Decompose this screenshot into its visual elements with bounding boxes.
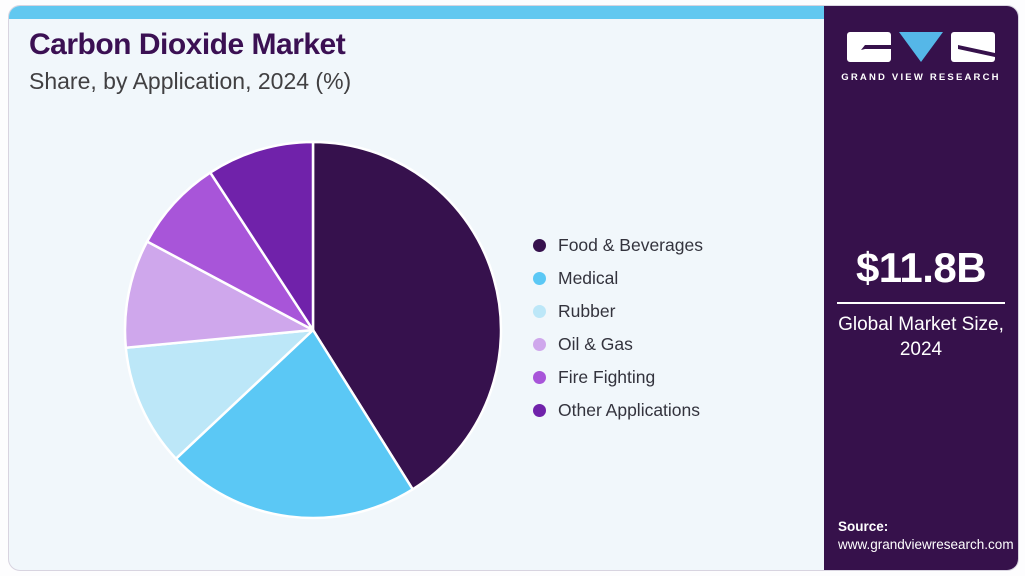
source-block: Source: www.grandviewresearch.com [838, 518, 1014, 554]
pie-slice-5 [209, 140, 315, 332]
pie-slice-3 [123, 240, 315, 349]
legend-swatch-icon [533, 238, 546, 252]
market-size-label: Global Market Size, 2024 [838, 314, 1004, 360]
legend-item: Oil & Gas [533, 334, 703, 354]
legend-swatch-icon [533, 304, 546, 318]
legend-label: Medical [558, 267, 619, 288]
legend-item: Other Applications [533, 400, 703, 420]
legend-label: Other Applications [558, 399, 701, 420]
legend-swatch-icon [533, 403, 546, 417]
brand-name: GRAND VIEW RESEARCH [841, 72, 1001, 83]
pie-slice-1 [174, 328, 414, 520]
brand-block: GRAND VIEW RESEARCH [824, 30, 1018, 83]
page-subtitle: Share, by Application, 2024 (%) [29, 68, 352, 94]
legend-label: Rubber [558, 300, 616, 321]
legend-item: Fire Fighting [533, 367, 703, 387]
legend-label: Fire Fighting [558, 366, 656, 387]
gvr-logo-icon [847, 32, 995, 62]
chart-legend: Food & Beverages Medical Rubber Oil & Gas Fi… [533, 235, 703, 420]
legend-item: Food & Beverages [533, 235, 703, 255]
page-title: Carbon Dioxide Market [29, 28, 346, 61]
legend-label: Food & Beverages [558, 234, 703, 255]
source-url: www.grandviewresearch.com [838, 536, 1014, 552]
legend-swatch-icon [533, 337, 546, 351]
top-accent-bar [9, 6, 824, 19]
report-card: Carbon Dioxide Market Share, by Applicat… [8, 5, 1019, 571]
title-block: Carbon Dioxide Market Share, by Applicat… [29, 28, 351, 95]
sidebar: GRAND VIEW RESEARCH $11.8B Global Market… [824, 6, 1018, 570]
pie-slice-4 [145, 171, 315, 332]
legend-label: Oil & Gas [558, 333, 633, 354]
legend-swatch-icon [533, 370, 546, 384]
pie-slice-2 [124, 328, 315, 460]
divider [837, 302, 1005, 304]
pie-chart-container [121, 138, 505, 522]
pie-slice-0 [311, 140, 503, 491]
legend-item: Rubber [533, 301, 703, 321]
legend-item: Medical [533, 268, 703, 288]
market-size-block: $11.8B Global Market Size, 2024 [824, 244, 1018, 362]
pie-chart [123, 140, 503, 520]
source-label: Source: [838, 518, 889, 534]
legend-swatch-icon [533, 271, 546, 285]
market-size-value: $11.8B [855, 244, 987, 291]
